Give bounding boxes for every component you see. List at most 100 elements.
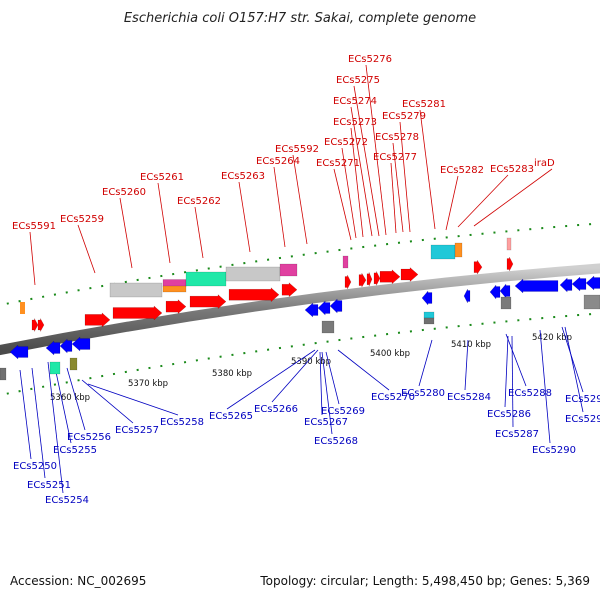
label-leader-line <box>457 174 509 228</box>
label-leader-line <box>119 197 133 269</box>
feature-layer <box>0 237 600 381</box>
label-leader-line <box>273 166 286 248</box>
label-leader-line <box>365 64 387 236</box>
reverse-gene-arrow <box>304 302 319 318</box>
label-leader-line <box>464 339 469 391</box>
reverse-gene-arrow <box>421 290 433 306</box>
label-leader-line <box>66 367 86 431</box>
gene-label: ECs5261 <box>140 172 184 183</box>
forward-gene-arrow <box>373 271 381 286</box>
label-leader-line <box>419 109 436 230</box>
gene-label: ECs5286 <box>487 409 531 420</box>
gene-label: ECs5250 <box>13 461 57 472</box>
operon-block <box>583 294 600 310</box>
operon-block <box>342 255 349 269</box>
label-leader-line <box>157 182 171 264</box>
rna-feature <box>20 302 25 314</box>
operon-block <box>423 311 435 319</box>
reverse-gene-arrow <box>71 336 91 352</box>
label-leader-line <box>341 147 357 239</box>
tick-label: 5360 kbp <box>50 393 90 403</box>
gene-label: ECs5271 <box>316 158 360 169</box>
forward-gene-arrow <box>228 287 280 303</box>
label-leader-line <box>31 367 46 479</box>
gene-label: ECs5266 <box>254 404 298 415</box>
label-leader-line <box>19 369 32 460</box>
gene-label: ECs5283 <box>490 164 534 175</box>
gene-label: ECs5262 <box>177 196 221 207</box>
label-leader-line <box>392 142 404 233</box>
label-leader-line <box>319 351 323 416</box>
gene-label: ECs5260 <box>102 187 146 198</box>
operon-block <box>109 282 163 298</box>
gene-label: ECs5288 <box>508 388 552 399</box>
label-leader-line <box>55 371 72 444</box>
forward-gene-arrow <box>473 259 483 275</box>
forward-gene-arrow <box>189 294 227 310</box>
gene-label: iraD <box>534 158 555 169</box>
label-leader-line <box>77 224 96 274</box>
label-leader-line <box>333 168 352 241</box>
reverse-gene-arrow <box>559 277 573 293</box>
label-leader-line <box>561 326 584 393</box>
label-leader-line <box>226 349 316 410</box>
gene-label: ECs5251 <box>27 480 71 491</box>
gene-label: ECs5276 <box>348 54 392 65</box>
gene-label: ECs5273 <box>333 117 377 128</box>
forward-gene-arrow <box>358 272 367 289</box>
label-leader-line <box>47 361 64 494</box>
gene-label: ECs5254 <box>45 495 89 506</box>
label-leader-line <box>399 121 411 233</box>
reverse-gene-arrow <box>463 288 471 304</box>
gene-label: ECs5278 <box>375 132 419 143</box>
label-leader-line <box>321 351 333 435</box>
operon-block <box>321 320 335 334</box>
label-leader-line <box>504 335 509 408</box>
label-leader-line <box>238 181 251 253</box>
operon-block <box>49 361 61 375</box>
label-leader-line <box>353 85 380 237</box>
reverse-gene-arrow <box>499 283 511 299</box>
tick-label: 5410 kbp <box>451 340 491 350</box>
operon-block <box>225 266 281 282</box>
operon-block <box>162 285 187 293</box>
label-leader-line <box>29 231 36 286</box>
forward-gene-arrow <box>344 274 352 290</box>
reverse-gene-arrow <box>514 278 559 294</box>
gene-label: ECs5269 <box>321 406 365 417</box>
label-leader-line <box>350 127 364 238</box>
tick-label: 5370 kbp <box>128 379 168 389</box>
operon-block <box>69 357 78 371</box>
reverse-gene-arrow <box>489 284 501 300</box>
label-leader-line <box>418 339 433 387</box>
label-leader-line <box>350 106 373 237</box>
label-layer: 5360 kbp 5370 kbp 5380 kbp 5390 kbp 5400 kbp… <box>12 54 600 506</box>
label-leader-line <box>445 175 459 231</box>
reverse-gene-arrow <box>329 298 343 314</box>
forward-gene-arrow <box>37 317 45 333</box>
tick-label: 5380 kbp <box>212 369 252 379</box>
gene-label: ECs5263 <box>221 171 265 182</box>
label-leader-line <box>511 335 514 428</box>
accession-text: Accession: NC_002695 <box>10 574 147 588</box>
map-title: Escherichia coli O157:H7 str. Sakai, com… <box>124 11 476 26</box>
label-leader-line <box>473 168 553 227</box>
genome-backbone <box>0 263 600 356</box>
gene-label: ECs5270 <box>371 392 415 403</box>
gene-label: ECs5268 <box>314 436 358 447</box>
operon-block <box>423 317 435 325</box>
label-leader-line <box>271 349 319 403</box>
gene-label: ECs5282 <box>440 165 484 176</box>
gene-label: ECs5281 <box>402 99 446 110</box>
gene-label: ECs5256 <box>67 432 111 443</box>
gene-label: ECs5284 <box>447 392 491 403</box>
gene-label: ECs5280 <box>401 388 445 399</box>
reverse-gene-arrow <box>45 340 61 356</box>
tick-label: 5390 kbp <box>291 357 331 367</box>
gene-label: ECs5272 <box>324 137 368 148</box>
operon-block <box>185 271 227 287</box>
forward-gene-arrow <box>400 266 419 283</box>
operon-block <box>500 296 512 310</box>
gene-label: ECs5279 <box>382 111 426 122</box>
gene-label: ECs5591 <box>12 221 56 232</box>
